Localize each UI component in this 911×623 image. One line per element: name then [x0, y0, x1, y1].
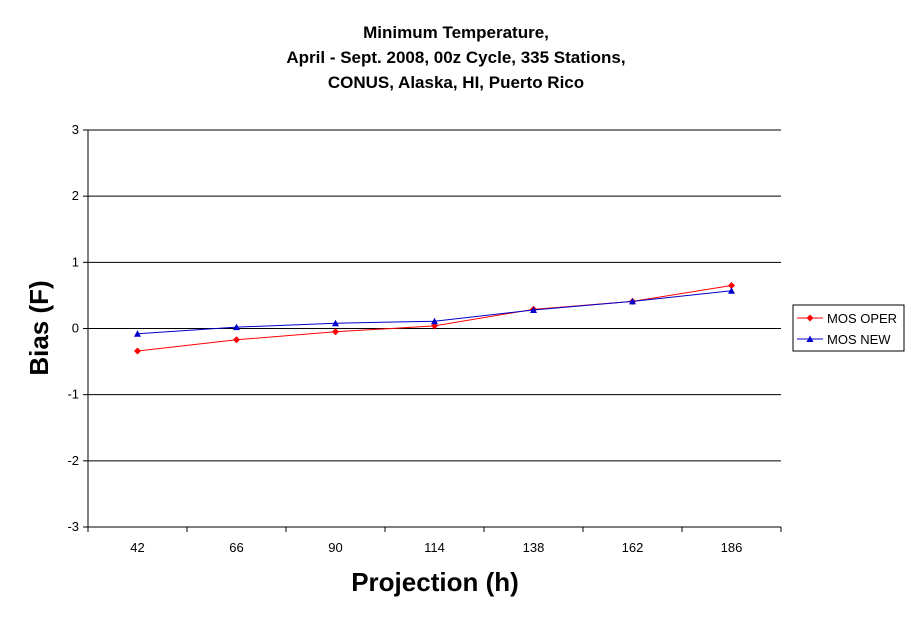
- chart-title-line-3: CONUS, Alaska, HI, Puerto Rico: [328, 73, 584, 92]
- legend-marker-mos-oper: [806, 314, 814, 322]
- legend: MOS OPER MOS NEW: [792, 304, 905, 352]
- legend-marker-mos-new: [806, 335, 814, 342]
- y-tick-labels: -3 -2 -1 0 1 2 3: [67, 122, 79, 534]
- data-point-mos-oper: [332, 328, 339, 336]
- axes: [83, 129, 782, 532]
- chart-title-line-1: Minimum Temperature,: [363, 23, 549, 42]
- x-tick-label: 66: [229, 540, 243, 555]
- x-tick-label: 114: [424, 540, 445, 555]
- legend-label-mos-new: MOS NEW: [827, 332, 891, 347]
- legend-label-mos-oper: MOS OPER: [827, 311, 897, 326]
- data-point-mos-new: [332, 319, 339, 327]
- legend-box: [792, 304, 905, 352]
- x-tick-label: 90: [328, 540, 342, 555]
- chart-title: Minimum Temperature, April - Sept. 2008,…: [286, 23, 625, 92]
- y-tick-label: -2: [67, 453, 79, 468]
- y-tick-label: 3: [72, 122, 79, 137]
- x-tick-label: 138: [523, 540, 545, 555]
- data-point-mos-new: [629, 297, 636, 305]
- x-tick-label: 162: [622, 540, 644, 555]
- y-tick-label: 1: [72, 254, 79, 269]
- gridlines: [88, 129, 781, 528]
- data-point-mos-new: [431, 317, 438, 325]
- data-point-mos-new: [728, 287, 735, 294]
- chart-title-line-2: April - Sept. 2008, 00z Cycle, 335 Stati…: [286, 48, 625, 67]
- x-axis-label: Projection (h): [351, 567, 519, 597]
- series-lines: [134, 281, 735, 355]
- data-point-mos-oper: [728, 281, 735, 289]
- y-tick-label: -3: [67, 519, 79, 534]
- x-tick-labels: 42 66 90 114 138 162 186: [130, 540, 742, 555]
- y-axis-label: Bias (F): [24, 280, 54, 375]
- data-point-mos-new: [530, 306, 537, 313]
- y-tick-label: 2: [72, 188, 79, 203]
- data-point-mos-new: [134, 330, 141, 337]
- y-tick-label: -1: [67, 387, 79, 402]
- x-tick-label: 186: [721, 540, 743, 555]
- data-point-mos-oper: [233, 336, 240, 344]
- x-tick-label: 42: [130, 540, 144, 555]
- data-point-mos-new: [233, 323, 240, 331]
- y-tick-label: 0: [72, 321, 79, 336]
- data-point-mos-oper: [134, 347, 141, 355]
